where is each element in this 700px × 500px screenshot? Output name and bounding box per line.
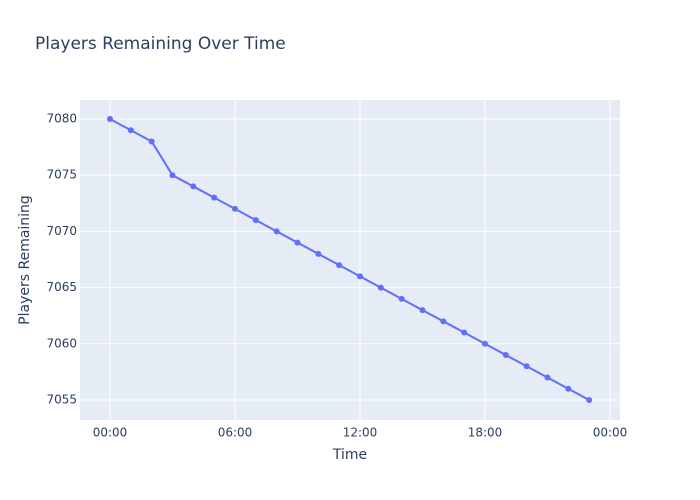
y-tick-label: 7075 [46, 168, 77, 182]
marker [190, 183, 197, 190]
marker [336, 262, 343, 269]
y-tick-label: 7070 [46, 224, 77, 238]
marker [586, 396, 593, 403]
x-tick-label: 06:00 [218, 426, 253, 440]
marker [252, 217, 259, 224]
marker [440, 318, 447, 325]
marker [482, 340, 488, 347]
marker [357, 273, 363, 280]
marker [294, 239, 301, 246]
marker [565, 385, 572, 392]
chart-title: Players Remaining Over Time [35, 34, 286, 54]
marker [377, 284, 384, 291]
y-tick-label: 7055 [46, 392, 77, 406]
x-tick-label: 00:00 [593, 426, 628, 440]
marker [169, 172, 176, 179]
y-tick-label: 7060 [46, 336, 77, 350]
line [109, 118, 590, 401]
marker [544, 374, 551, 381]
marker [315, 250, 322, 257]
x-tick-label: 12:00 [343, 426, 378, 440]
marker [398, 295, 405, 302]
x-tick-label: 00:00 [93, 426, 128, 440]
y-tick-label: 7065 [46, 280, 77, 294]
y-axis-title: Players Remaining [17, 195, 33, 325]
marker [232, 205, 238, 212]
marker [502, 352, 509, 359]
marker [127, 127, 134, 134]
marker [211, 194, 218, 201]
marker [461, 329, 468, 336]
marker [523, 363, 530, 370]
y-tick-label: 7080 [46, 111, 77, 125]
marker [148, 138, 155, 145]
plot-area [80, 100, 620, 420]
marker [419, 307, 426, 314]
marker [273, 228, 280, 235]
marker [107, 115, 113, 122]
x-tick-label: 18:00 [468, 426, 503, 440]
x-axis-title: Time [332, 447, 367, 463]
